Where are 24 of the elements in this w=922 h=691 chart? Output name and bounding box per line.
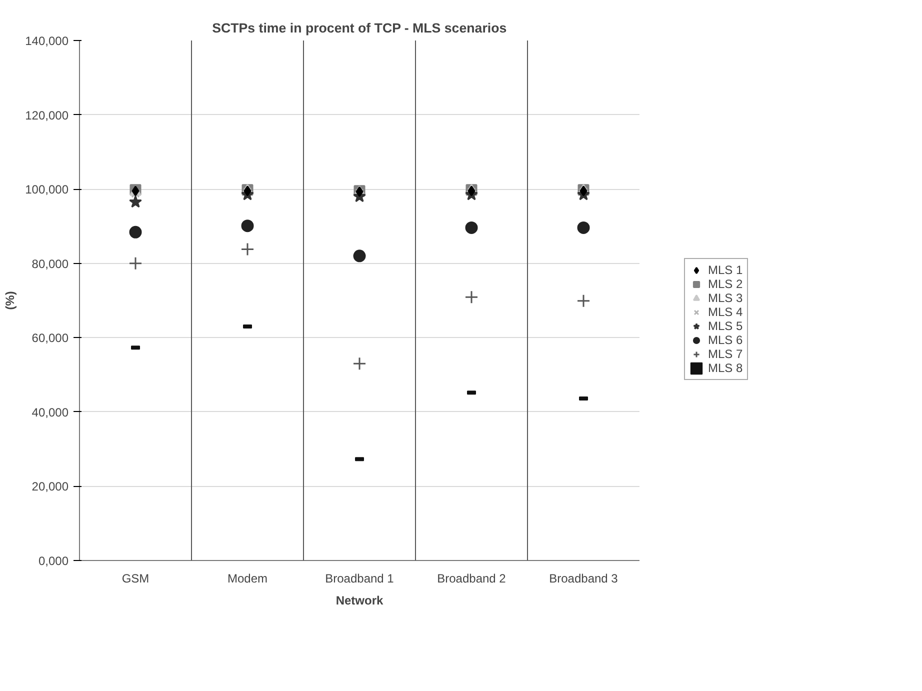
chart-title: SCTPs time in procent of TCP - MLS scenarios <box>212 20 507 36</box>
x-axis-title: Network <box>336 594 384 608</box>
y-tick-label: 20,000 <box>32 480 69 494</box>
y-axis-title: (%) <box>3 291 18 310</box>
x-tick-label: Broadband 3 <box>549 572 618 586</box>
y-tick-label: 80,000 <box>32 256 69 271</box>
y-tick-label: 0,000 <box>38 554 69 568</box>
legend-label: MLS 8 <box>708 361 743 375</box>
y-tick-label: 40,000 <box>32 405 69 420</box>
legend-label: MLS 5 <box>708 319 743 333</box>
x-tick-label: GSM <box>122 572 150 586</box>
legend-label: MLS 6 <box>708 333 743 347</box>
y-tick-label: 100,000 <box>25 182 69 197</box>
y-tick-label: 120,000 <box>25 108 69 122</box>
legend-label: MLS 2 <box>708 277 743 291</box>
x-tick-label: Modem <box>227 572 268 586</box>
legend-label: MLS 4 <box>708 305 743 319</box>
legend-label: MLS 7 <box>708 347 743 361</box>
y-tick-label: 60,000 <box>32 331 69 346</box>
legend-label: MLS 1 <box>708 263 743 277</box>
x-tick-label: Broadband 2 <box>437 572 506 586</box>
x-tick-label: Broadband 1 <box>325 572 394 586</box>
legend-label: MLS 3 <box>708 291 743 305</box>
y-tick-label: 140,000 <box>25 34 69 48</box>
